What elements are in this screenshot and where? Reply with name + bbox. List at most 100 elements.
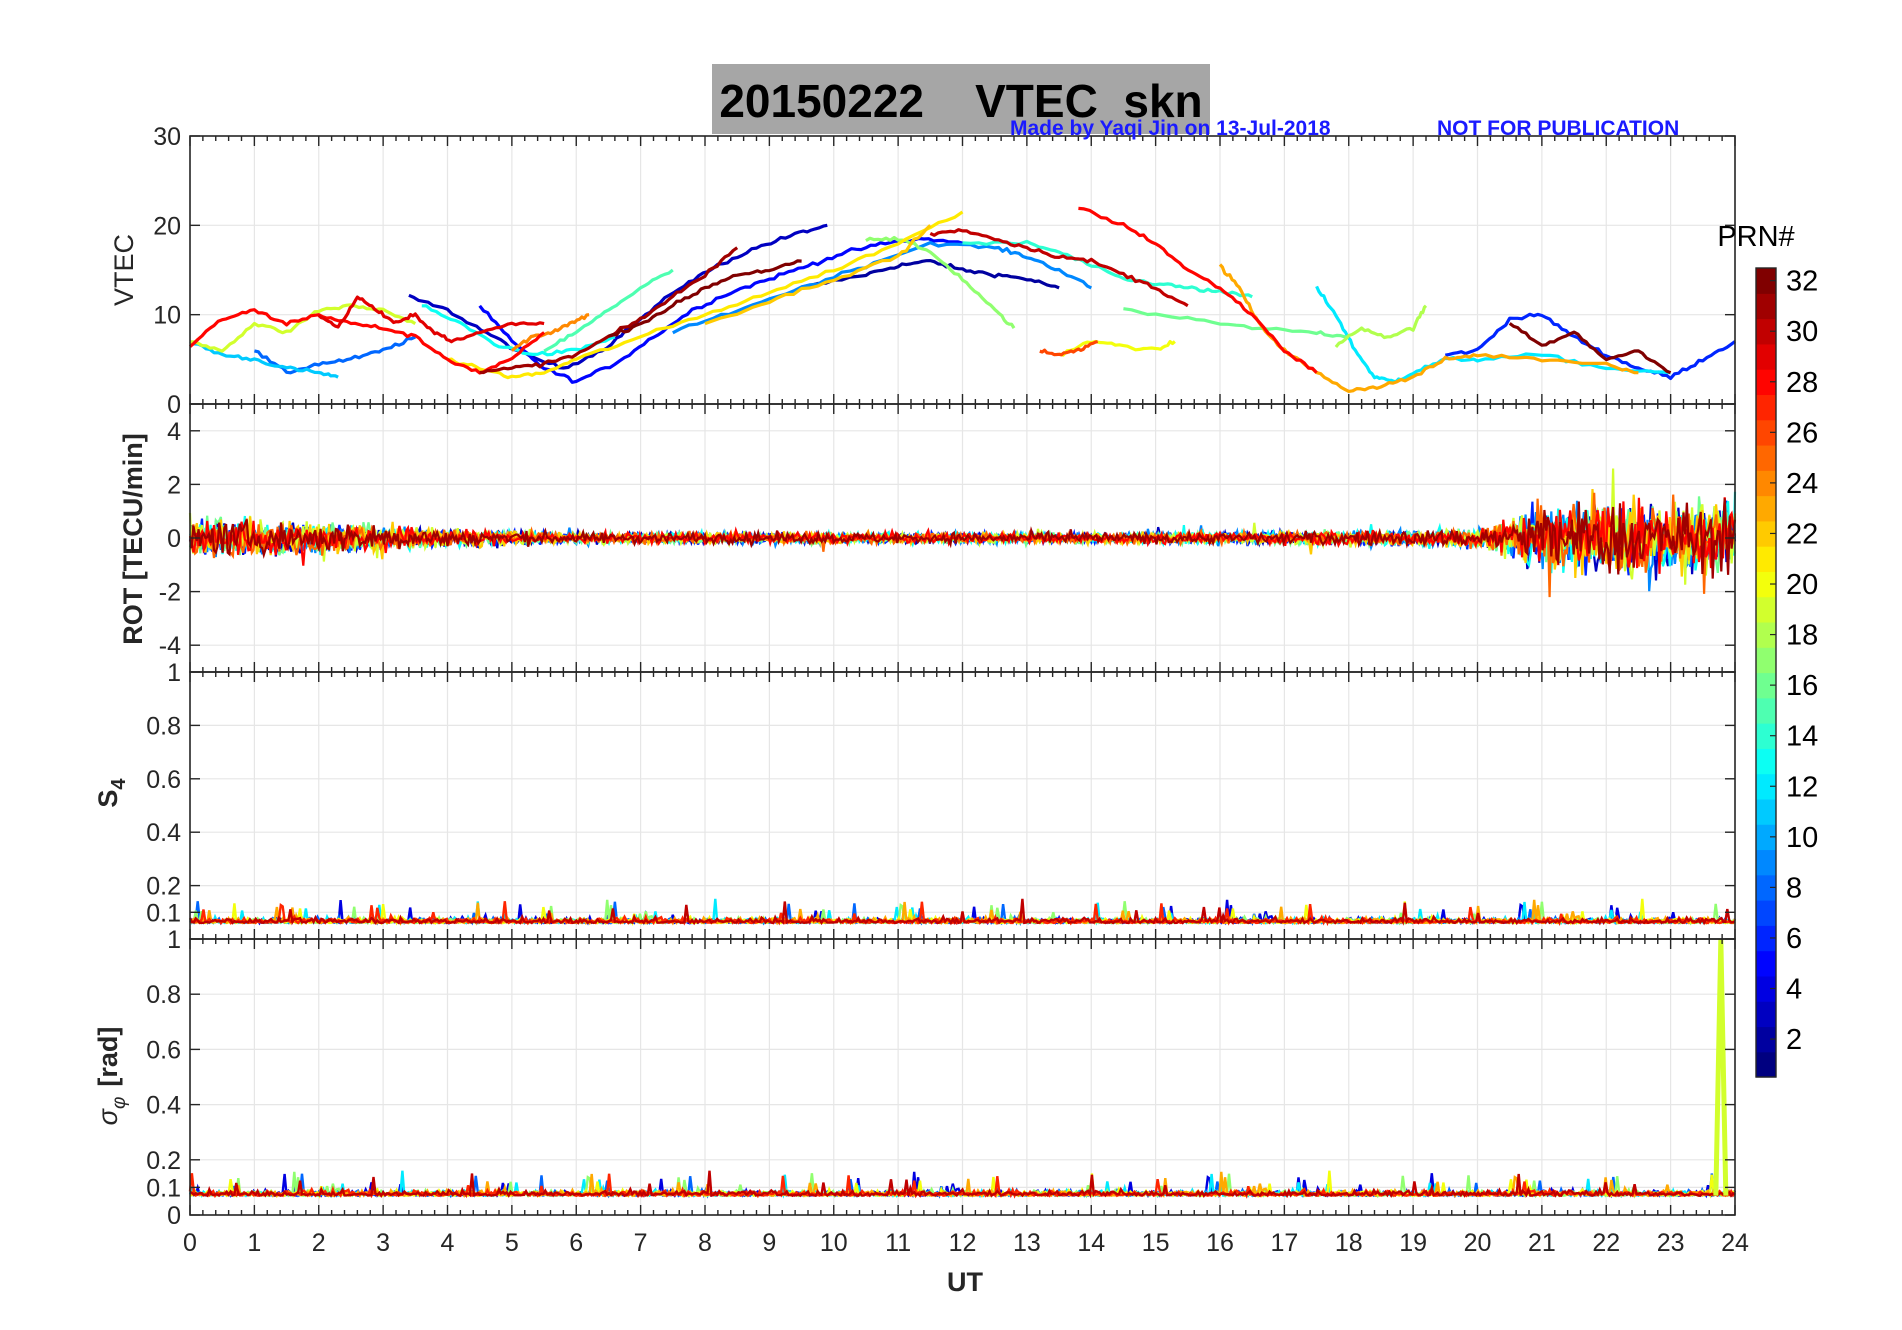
vtec-series-prn-16 [1123, 307, 1349, 339]
x-tick-label: 11 [885, 1229, 911, 1257]
data-layer [188, 206, 1737, 1199]
vtec-series-prn-17 [865, 235, 1016, 329]
y-tick-label: -2 [159, 579, 181, 607]
vtec-series-prn-3 [408, 223, 828, 370]
colorbar-segment [1756, 268, 1776, 294]
x-tick-label: 21 [1528, 1229, 1556, 1257]
colorbar-tick-label: 14 [1786, 721, 1818, 753]
colorbar-segment [1756, 950, 1776, 977]
y-tick-label: 2 [167, 471, 181, 499]
colorbar-segment [1756, 925, 1776, 952]
colorbar-tick-label: 18 [1786, 620, 1818, 652]
colorbar-frame [1755, 267, 1777, 1078]
colorbar-tick-label: 2 [1786, 1024, 1802, 1056]
vtec-series-prn-21 [447, 210, 964, 380]
y-tick-label: 0.4 [146, 819, 181, 847]
vtec-series-prn-20 [1058, 339, 1176, 357]
x-axis-title: UT [947, 1267, 983, 1297]
vtec-series-prn-32 [1508, 322, 1672, 375]
colorbar-segment [1756, 369, 1776, 396]
colorbar-segment [1756, 470, 1776, 497]
colorbar-segment [1756, 318, 1776, 345]
vtec-series-prn-18 [1334, 304, 1428, 349]
colorbar-segment [1756, 621, 1776, 648]
colorbar-segment [1756, 1051, 1776, 1078]
y-tick-label: 0.1 [146, 1174, 181, 1202]
colorbar-tick-label: 24 [1786, 468, 1818, 500]
x-tick-label: 12 [949, 1229, 977, 1257]
vtec-series-prn-9 [672, 241, 1093, 335]
x-tick-label: 23 [1657, 1229, 1685, 1257]
colorbar-segment [1756, 849, 1776, 876]
colorbar-segment [1756, 343, 1776, 370]
colorbar-segment [1756, 647, 1776, 674]
colorbar-segment [1756, 798, 1776, 825]
x-tick-label: 13 [1013, 1229, 1041, 1257]
x-tick-label: 5 [505, 1229, 519, 1257]
colorbar-tick-label: 22 [1786, 518, 1818, 550]
colorbar-segment [1756, 1001, 1776, 1028]
colorbar-segment [1756, 672, 1776, 699]
vtec-series-prn-11 [189, 340, 339, 379]
sigma-phi-ylabel-unit: [rad] [93, 1027, 123, 1087]
y-tick-label: 0 [167, 525, 181, 553]
x-tick-label: 19 [1399, 1229, 1427, 1257]
colorbar-tick-label: 12 [1786, 771, 1818, 803]
colorbar-segment [1756, 900, 1776, 926]
colorbar-segment [1756, 596, 1776, 623]
colorbar-segment [1756, 520, 1776, 547]
colorbar-tick-label: 32 [1786, 266, 1818, 298]
sigma-phi-ylabel-main: σ [93, 1107, 123, 1125]
sigma-phi-spike [1713, 938, 1729, 1196]
colorbar-tick-label: 8 [1786, 872, 1802, 904]
vtec-ylabel: VTEC [109, 234, 139, 306]
x-tick-label: 1 [247, 1229, 261, 1257]
y-tick-label: 20 [153, 212, 181, 240]
x-tick-label: 0 [183, 1229, 197, 1257]
colorbar-segment [1756, 495, 1776, 522]
s4-ylabel: S4 [93, 778, 130, 808]
colorbar-tick-label: 6 [1786, 923, 1802, 955]
x-tick-label: 24 [1721, 1229, 1749, 1257]
y-tick-label: 0.4 [146, 1092, 181, 1120]
y-tick-label: 0 [167, 391, 181, 419]
x-tick-label: 17 [1270, 1229, 1298, 1257]
x-tick-label: 6 [569, 1229, 583, 1257]
vtec-series-prn-28 [1078, 206, 1318, 374]
colorbar-segment [1756, 773, 1776, 800]
sigma-phi-ylabel-sub: φ [109, 1097, 130, 1109]
title-banner [712, 64, 1210, 134]
vtec-series-prn-29 [317, 295, 545, 344]
sigma-phi-ylabel: σφ [rad] [93, 1027, 130, 1126]
y-tick-label: 1 [167, 926, 181, 954]
colorbar-segment [1756, 444, 1776, 471]
y-tick-label: 1 [167, 659, 181, 687]
vtec-series-prn-22 [704, 224, 932, 326]
y-tick-label: 0.8 [146, 981, 181, 1009]
vtec-series-prn-26 [1039, 339, 1099, 357]
y-tick-label: -4 [159, 632, 181, 660]
colorbar-tick-label: 28 [1786, 367, 1818, 399]
x-tick-label: 16 [1206, 1229, 1234, 1257]
colorbar-segment [1756, 571, 1776, 598]
y-tick-label: 0.2 [146, 873, 181, 901]
x-tick-label: 7 [634, 1229, 648, 1257]
y-tick-label: 4 [167, 418, 181, 446]
x-tick-label: 3 [376, 1229, 390, 1257]
colorbar-tick-label: 20 [1786, 569, 1818, 601]
scint-series-prn-30 [188, 898, 1736, 926]
x-tick-label: 4 [441, 1229, 455, 1257]
colorbar-segment [1756, 874, 1776, 901]
vtec-series-prn-15 [543, 268, 674, 353]
x-tick-label: 2 [312, 1229, 326, 1257]
x-tick-label: 18 [1335, 1229, 1363, 1257]
x-tick-label: 8 [698, 1229, 712, 1257]
vtec-series-prn-14 [962, 239, 1253, 299]
colorbar-segment [1756, 293, 1776, 320]
colorbar-tick-label: 30 [1786, 316, 1818, 348]
colorbar-segment [1756, 697, 1776, 724]
y-tick-label: 30 [153, 123, 181, 151]
colorbar-tick-label: 26 [1786, 417, 1818, 449]
y-tick-label: 0.2 [146, 1147, 181, 1175]
y-tick-label: 0.6 [146, 766, 181, 794]
